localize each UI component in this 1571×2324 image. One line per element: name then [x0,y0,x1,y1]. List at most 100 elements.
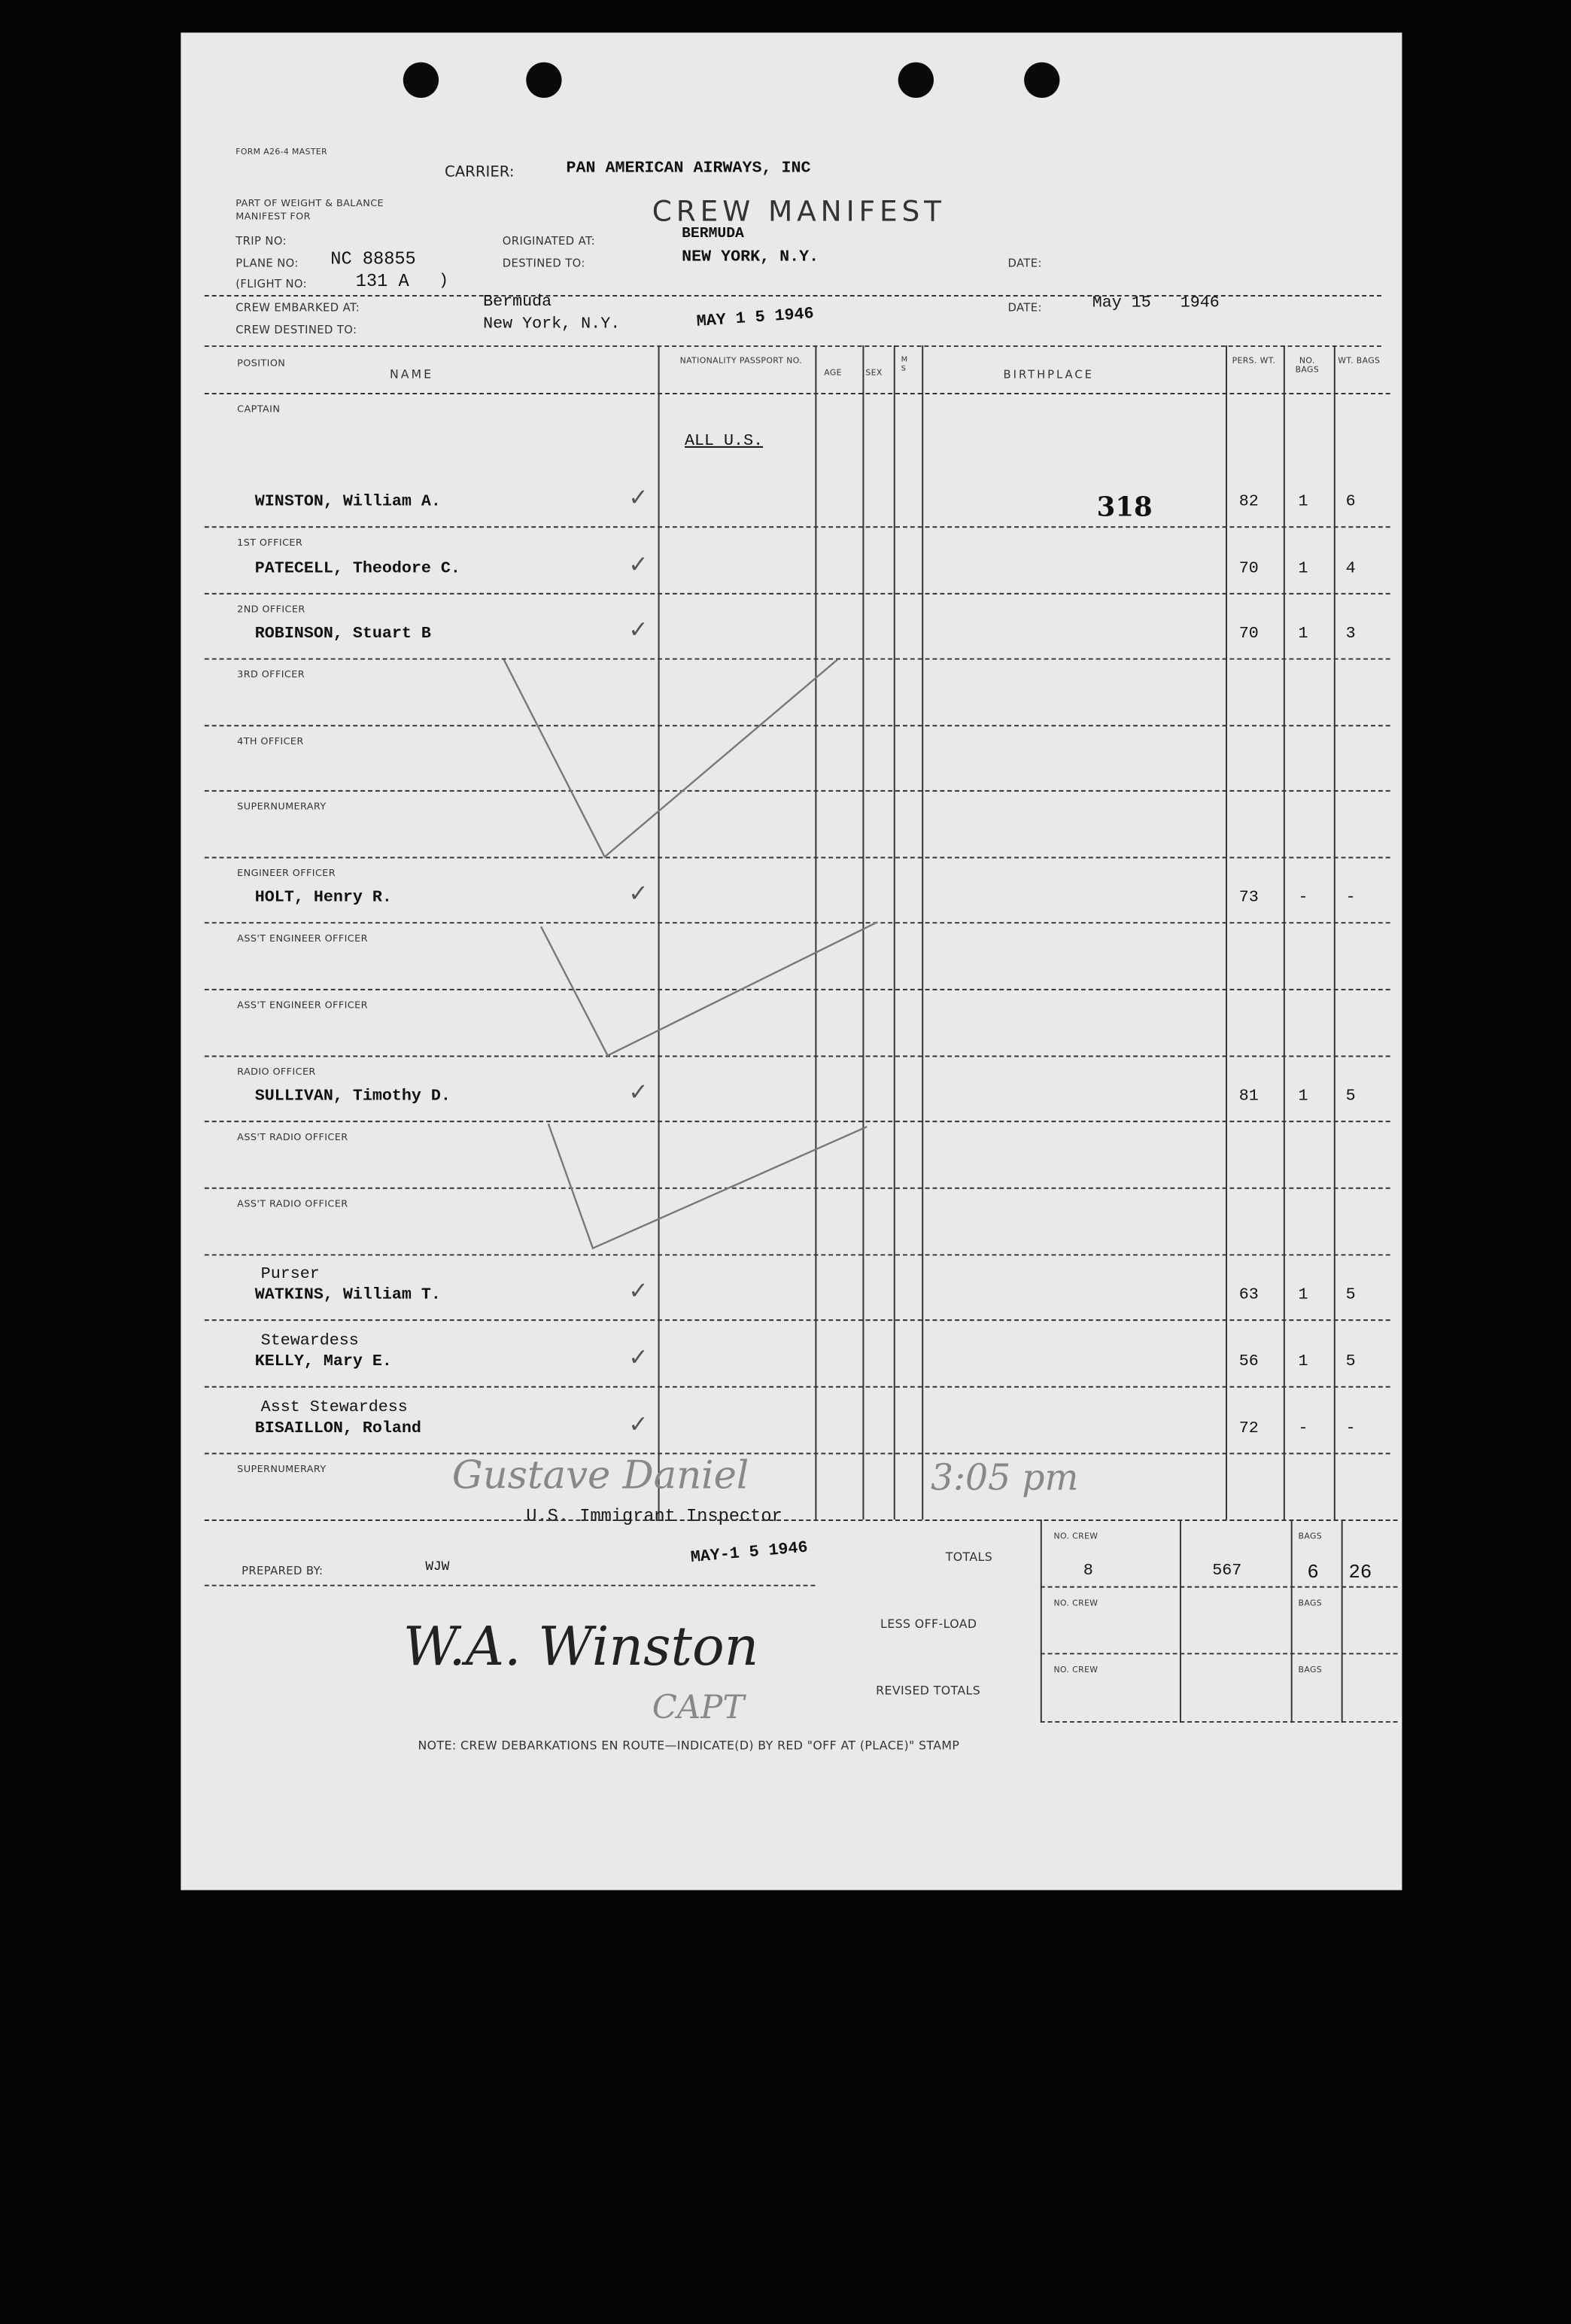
row-divider [204,789,1390,792]
no-crew-label: NO. CREW [1053,1599,1098,1609]
row-divider [204,1386,1390,1388]
column-header-position: POSITION [237,357,286,370]
no-crew-label: NO. CREW [1053,1666,1098,1675]
prepared-divider [204,1584,816,1586]
check-mark-icon: ✓ [628,483,649,512]
punch-hole [526,62,562,99]
row-divider [204,392,1390,394]
destined-label: DESTINED TO: [502,256,585,270]
date2-label: DATE: [1007,300,1042,315]
row-position: RADIO OFFICER [237,1066,316,1078]
flight-value: 131 A [355,271,409,293]
captain-title: CAPT [652,1690,745,1727]
trip-label: TRIP NO: [235,234,287,248]
row-divider [204,1121,1390,1123]
row-position: 1ST OFFICER [237,537,303,549]
footer-divider [204,1519,1398,1522]
total-crew: 8 [1083,1562,1093,1580]
nationality-note: ALL U.S. [685,433,764,451]
bag-count: 1 [1298,1353,1308,1372]
birthplace-note: 318 [1096,491,1153,524]
row-divider [204,1254,1390,1256]
row-position: Asst Stewardess [260,1399,408,1418]
prepared-by-value: WJW [425,1559,450,1574]
row-divider [204,1187,1390,1189]
bag-count: 1 [1298,1087,1308,1106]
page-title: CREW MANIFEST [652,196,946,229]
pers-weight: 70 [1238,560,1259,579]
column-divider [862,345,865,1520]
punch-hole [403,62,439,99]
crew-name: WINSTON, William A. [254,493,441,512]
row-position: Stewardess [260,1332,359,1351]
inspector-time: 3:05 pm [931,1457,1079,1499]
bag-weight: 5 [1345,1353,1356,1372]
bag-weight: 6 [1345,493,1356,512]
embarked-label: CREW EMBARKED AT: [235,300,360,315]
crossout-stroke [503,659,838,859]
column-header-ms: M S [901,355,908,374]
crew-name: WATKINS, William T. [254,1286,441,1305]
totals-label: TOTALS [945,1550,993,1565]
carrier-value: PAN AMERICAN AIRWAYS, INC [566,160,811,178]
column-divider [1226,345,1227,1520]
captain-signature: W.A. Winston [403,1617,759,1678]
plane-label: PLANE NO: [235,256,299,270]
row-divider [204,922,1390,924]
column-divider [658,345,660,1520]
column-divider [1283,345,1285,1520]
bag-weight: - [1345,889,1356,908]
column-divider [893,345,895,1520]
bag-weight: 3 [1345,625,1356,643]
row-position: 3RD OFFICER [237,668,305,681]
crew-name: PATECELL, Theodore C. [254,560,460,579]
bag-weight: 4 [1345,560,1356,579]
bags-label: BAGS [1298,1599,1323,1609]
totals-row-divider [1040,1653,1398,1655]
total-weight: 567 [1212,1562,1242,1580]
row-divider [204,592,1390,595]
pers-weight: 72 [1238,1420,1259,1438]
crew-destined-value: New York, N.Y. [483,315,621,334]
row-divider [204,526,1390,528]
check-mark-icon: ✓ [628,1410,649,1438]
row-position: 4TH OFFICER [237,735,304,747]
row-position: SUPERNUMERARY [237,800,327,813]
punch-hole [1024,62,1060,99]
bags-label: BAGS [1298,1532,1323,1542]
pers-weight: 73 [1238,889,1259,908]
bag-count: 1 [1298,625,1308,643]
bag-count: 1 [1298,1286,1308,1305]
column-divider [815,345,817,1520]
row-divider [204,1319,1390,1322]
column-header-name: NAME [390,367,434,382]
inspector-title: U.S. Immigrant Inspector [526,1506,782,1527]
column-header-age: AGE [824,369,842,379]
bag-weight: - [1345,1420,1356,1438]
column-divider [1333,345,1336,1520]
row-position: CAPTAIN [237,403,281,415]
bag-count: 1 [1298,493,1308,512]
originated-label: ORIGINATED AT: [502,234,596,248]
inspector-signature: Gustave Daniel [451,1454,749,1499]
pers-weight: 82 [1238,493,1259,512]
row-position: SUPERNUMERARY [237,1463,327,1475]
totals-row-divider [1040,1720,1398,1723]
column-divider [922,345,924,1520]
bag-count: 1 [1298,560,1308,579]
carrier-label: CARRIER: [444,164,515,181]
bag-count: - [1298,889,1308,908]
column-header-nationality: NATIONALITY PASSPORT NO. [679,357,803,367]
check-mark-icon: ✓ [628,1276,649,1305]
flight-close: ) [439,272,449,291]
part-of-label-2: MANIFEST FOR [235,210,311,223]
column-header-no-bags: NO. BAGS [1295,357,1320,376]
punch-hole [898,62,934,99]
prepared-by-label: PREPARED BY: [242,1564,324,1577]
table-top-divider [204,345,1381,347]
crew-name: ROBINSON, Stuart B [254,625,431,643]
check-mark-icon: ✓ [628,1343,649,1372]
pers-weight: 81 [1238,1087,1259,1106]
